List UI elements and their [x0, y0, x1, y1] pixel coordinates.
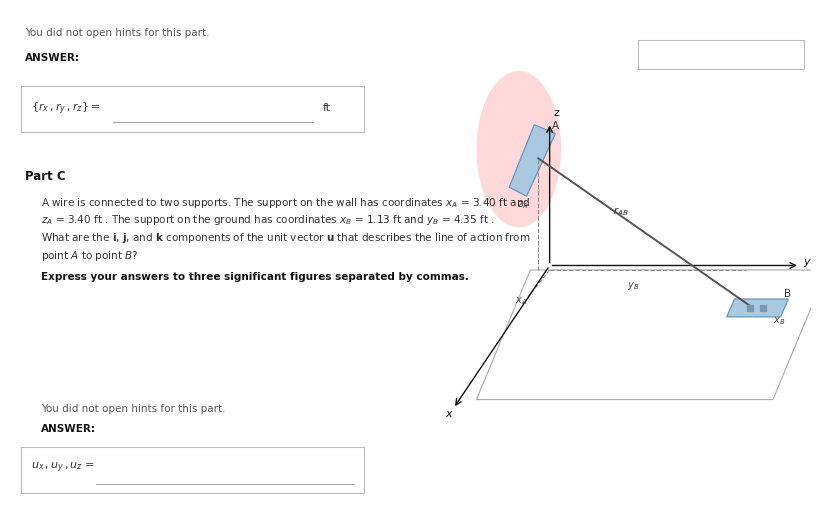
Text: ANSWER:: ANSWER: — [41, 424, 96, 434]
Text: y: y — [803, 258, 810, 268]
Polygon shape — [638, 40, 803, 69]
Text: Express your answers to three significant figures separated by commas.: Express your answers to three significan… — [41, 272, 469, 282]
Text: point $A$ to point $B$?: point $A$ to point $B$? — [41, 249, 139, 263]
Text: $z_A$: $z_A$ — [516, 199, 528, 211]
Text: B: B — [783, 289, 791, 299]
Text: $x_A$: $x_A$ — [514, 296, 527, 307]
Ellipse shape — [476, 71, 561, 228]
Polygon shape — [509, 124, 555, 196]
Text: $r_{AB}$: $r_{AB}$ — [613, 205, 629, 218]
Text: x: x — [445, 409, 452, 420]
Text: What are the $\mathbf{i}$, $\mathbf{j}$, and $\mathbf{k}$ components of the unit: What are the $\mathbf{i}$, $\mathbf{j}$,… — [41, 231, 530, 245]
Text: $z_A$ = 3.40 ft . The support on the ground has coordinates $x_B$ = 1.13 ft and : $z_A$ = 3.40 ft . The support on the gro… — [41, 213, 495, 228]
Text: ft: ft — [323, 103, 331, 113]
Polygon shape — [726, 299, 787, 317]
Text: A: A — [551, 121, 558, 131]
Text: ANSWER:: ANSWER: — [25, 53, 79, 64]
Text: Part C: Part C — [25, 170, 65, 183]
Text: You did not open hints for this part.: You did not open hints for this part. — [25, 28, 209, 38]
Text: You did not open hints for this part.: You did not open hints for this part. — [41, 404, 226, 414]
Text: A wire is connected to two supports. The support on the wall has coordinates $x_: A wire is connected to two supports. The… — [41, 196, 530, 210]
Text: $\{r_x\,,r_y\,,r_z\}=$: $\{r_x\,,r_y\,,r_z\}=$ — [31, 100, 100, 116]
Text: $x_B$: $x_B$ — [772, 315, 784, 327]
Text: z: z — [552, 108, 559, 118]
Text: $y_B$: $y_B$ — [626, 280, 638, 292]
Text: $u_x\,,u_y\,,u_z$ =: $u_x\,,u_y\,,u_z$ = — [31, 460, 95, 475]
